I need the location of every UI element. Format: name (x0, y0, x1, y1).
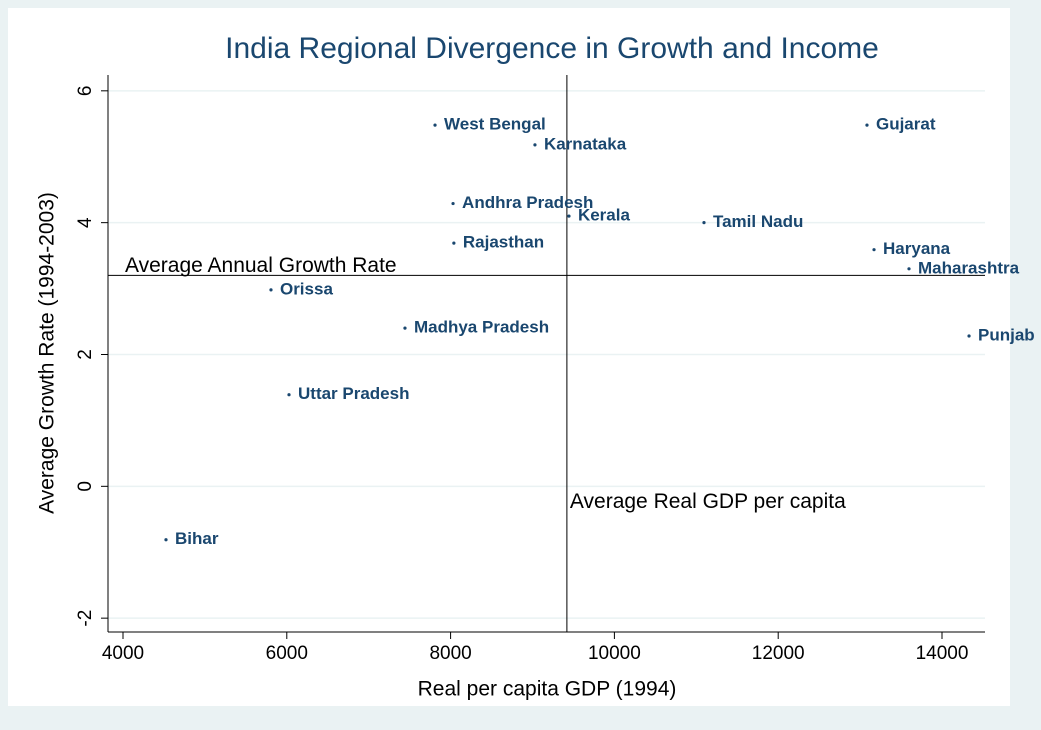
point-label: Orissa (280, 279, 333, 298)
graph-region (8, 8, 1010, 706)
point-label: Madhya Pradesh (414, 318, 549, 337)
point (702, 221, 706, 225)
y-tick-label: 0 (75, 481, 96, 492)
annotation: Average Annual Growth Rate (125, 254, 397, 277)
y-axis-label: Average Growth Rate (1994-2003) (36, 192, 59, 514)
point-label: Andhra Pradesh (462, 193, 593, 212)
point (269, 288, 273, 292)
point (451, 201, 455, 206)
point (567, 214, 571, 218)
point-label: Punjab (978, 326, 1035, 345)
x-tick-label: 14000 (916, 643, 969, 664)
y-tick-label: 4 (75, 217, 96, 228)
point-label: Maharashtra (918, 258, 1020, 277)
x-tick-label: 10000 (588, 643, 641, 664)
point-label: Uttar Pradesh (298, 384, 409, 403)
y-tick-label: 6 (75, 86, 96, 97)
point-label: Karnataka (544, 134, 627, 153)
chart-title: India Regional Divergence in Growth and … (225, 32, 879, 65)
point (452, 241, 456, 245)
point-label: Bihar (175, 529, 219, 548)
point-label: Rajasthan (463, 233, 544, 252)
y-tick-label: -2 (75, 610, 96, 627)
point (433, 123, 437, 127)
x-tick-label: 4000 (102, 643, 144, 664)
point-label: Gujarat (876, 115, 936, 134)
point (872, 248, 876, 252)
x-tick-label: 12000 (752, 643, 805, 664)
y-tick-label: 2 (75, 349, 96, 360)
point (164, 538, 168, 542)
x-tick-label: 8000 (429, 643, 471, 664)
point-label: Haryana (883, 239, 951, 258)
point (865, 123, 869, 127)
point (533, 143, 537, 147)
point-label: Kerala (578, 206, 631, 225)
x-axis-label: Real per capita GDP (1994) (418, 678, 677, 701)
point-label: Tamil Nadu (713, 212, 803, 231)
point (403, 326, 407, 330)
point (287, 393, 291, 397)
point (967, 334, 971, 338)
annotation: Average Real GDP per capita (570, 490, 846, 513)
point-label: West Bengal (444, 115, 546, 134)
x-tick-label: 6000 (266, 643, 308, 664)
point (907, 267, 911, 271)
